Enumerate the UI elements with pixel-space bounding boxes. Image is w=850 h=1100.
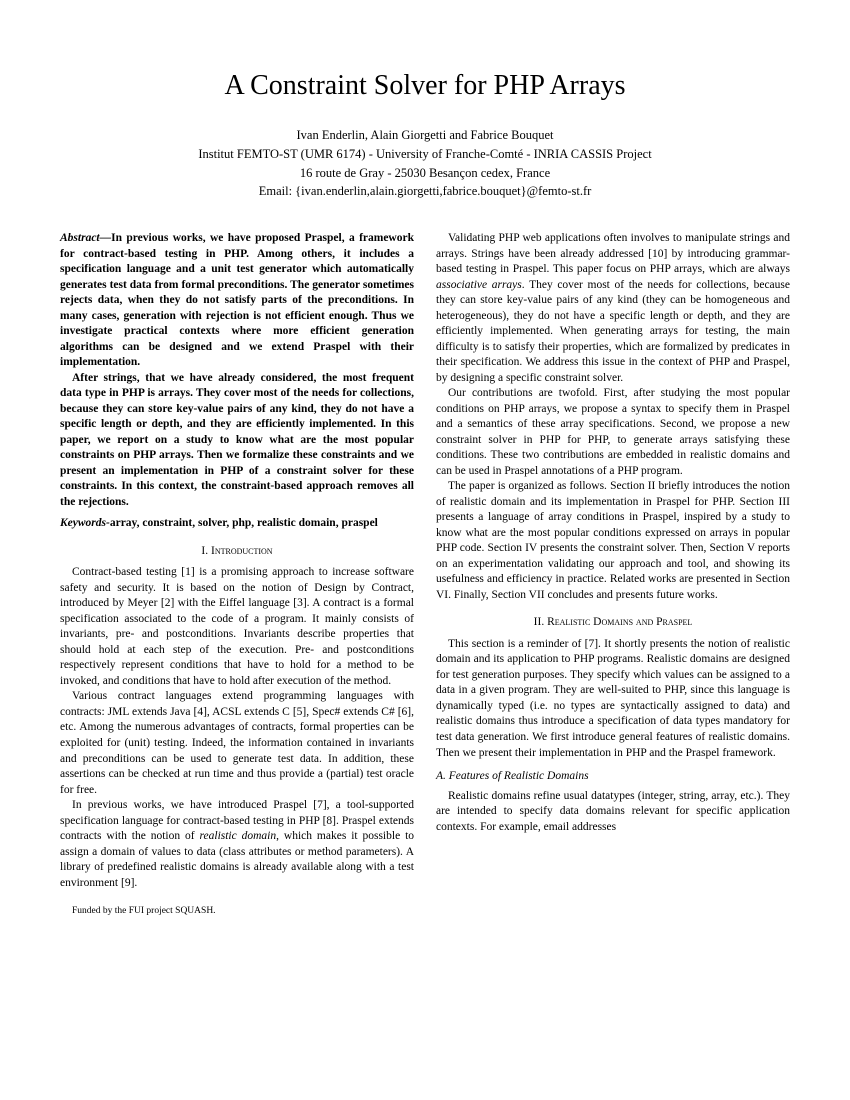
section-2-heading: II. Realistic Domains and Praspel	[436, 615, 790, 631]
keywords-line: Keywords-array, constraint, solver, php,…	[60, 516, 414, 532]
intro-p3-italic: realistic domain	[199, 830, 276, 842]
subsection-a-heading: A. Features of Realistic Domains	[436, 769, 790, 785]
section-1-heading: I. Introduction	[60, 544, 414, 560]
col2-p1-a: Validating PHP web applications often in…	[436, 232, 790, 275]
footnote: Funded by the FUI project SQUASH.	[60, 905, 414, 918]
abstract-text-1: In previous works, we have proposed Pras…	[60, 232, 414, 368]
abstract-label: Abstract—	[60, 232, 111, 244]
keywords-label: Keywords-	[60, 517, 110, 529]
authors-block: Ivan Enderlin, Alain Giorgetti and Fabri…	[60, 126, 790, 201]
email: Email: {ivan.enderlin,alain.giorgetti,fa…	[60, 182, 790, 201]
col2-p1-italic: associative arrays	[436, 279, 522, 291]
intro-paragraph-3: In previous works, we have introduced Pr…	[60, 798, 414, 891]
intro-paragraph-2: Various contract languages extend progra…	[60, 689, 414, 798]
col2-paragraph-1: Validating PHP web applications often in…	[436, 231, 790, 386]
author-names: Ivan Enderlin, Alain Giorgetti and Fabri…	[60, 126, 790, 145]
abstract-paragraph-1: Abstract—In previous works, we have prop…	[60, 231, 414, 371]
paper-title: A Constraint Solver for PHP Arrays	[60, 70, 790, 102]
left-column: Abstract—In previous works, we have prop…	[60, 231, 414, 918]
affiliation: Institut FEMTO-ST (UMR 6174) - Universit…	[60, 145, 790, 164]
subsec-a-paragraph-1: Realistic domains refine usual datatypes…	[436, 789, 790, 836]
col2-paragraph-3: The paper is organized as follows. Secti…	[436, 479, 790, 603]
right-column: Validating PHP web applications often in…	[436, 231, 790, 918]
col2-paragraph-2: Our contributions are twofold. First, af…	[436, 386, 790, 479]
abstract-paragraph-2: After strings, that we have already cons…	[60, 371, 414, 511]
intro-paragraph-1: Contract-based testing [1] is a promisin…	[60, 565, 414, 689]
sec2-paragraph-1: This section is a reminder of [7]. It sh…	[436, 637, 790, 761]
address: 16 route de Gray - 25030 Besançon cedex,…	[60, 164, 790, 183]
two-column-layout: Abstract—In previous works, we have prop…	[60, 231, 790, 918]
col2-p1-b: . They cover most of the needs for colle…	[436, 279, 790, 384]
keywords-text: array, constraint, solver, php, realisti…	[110, 517, 378, 529]
